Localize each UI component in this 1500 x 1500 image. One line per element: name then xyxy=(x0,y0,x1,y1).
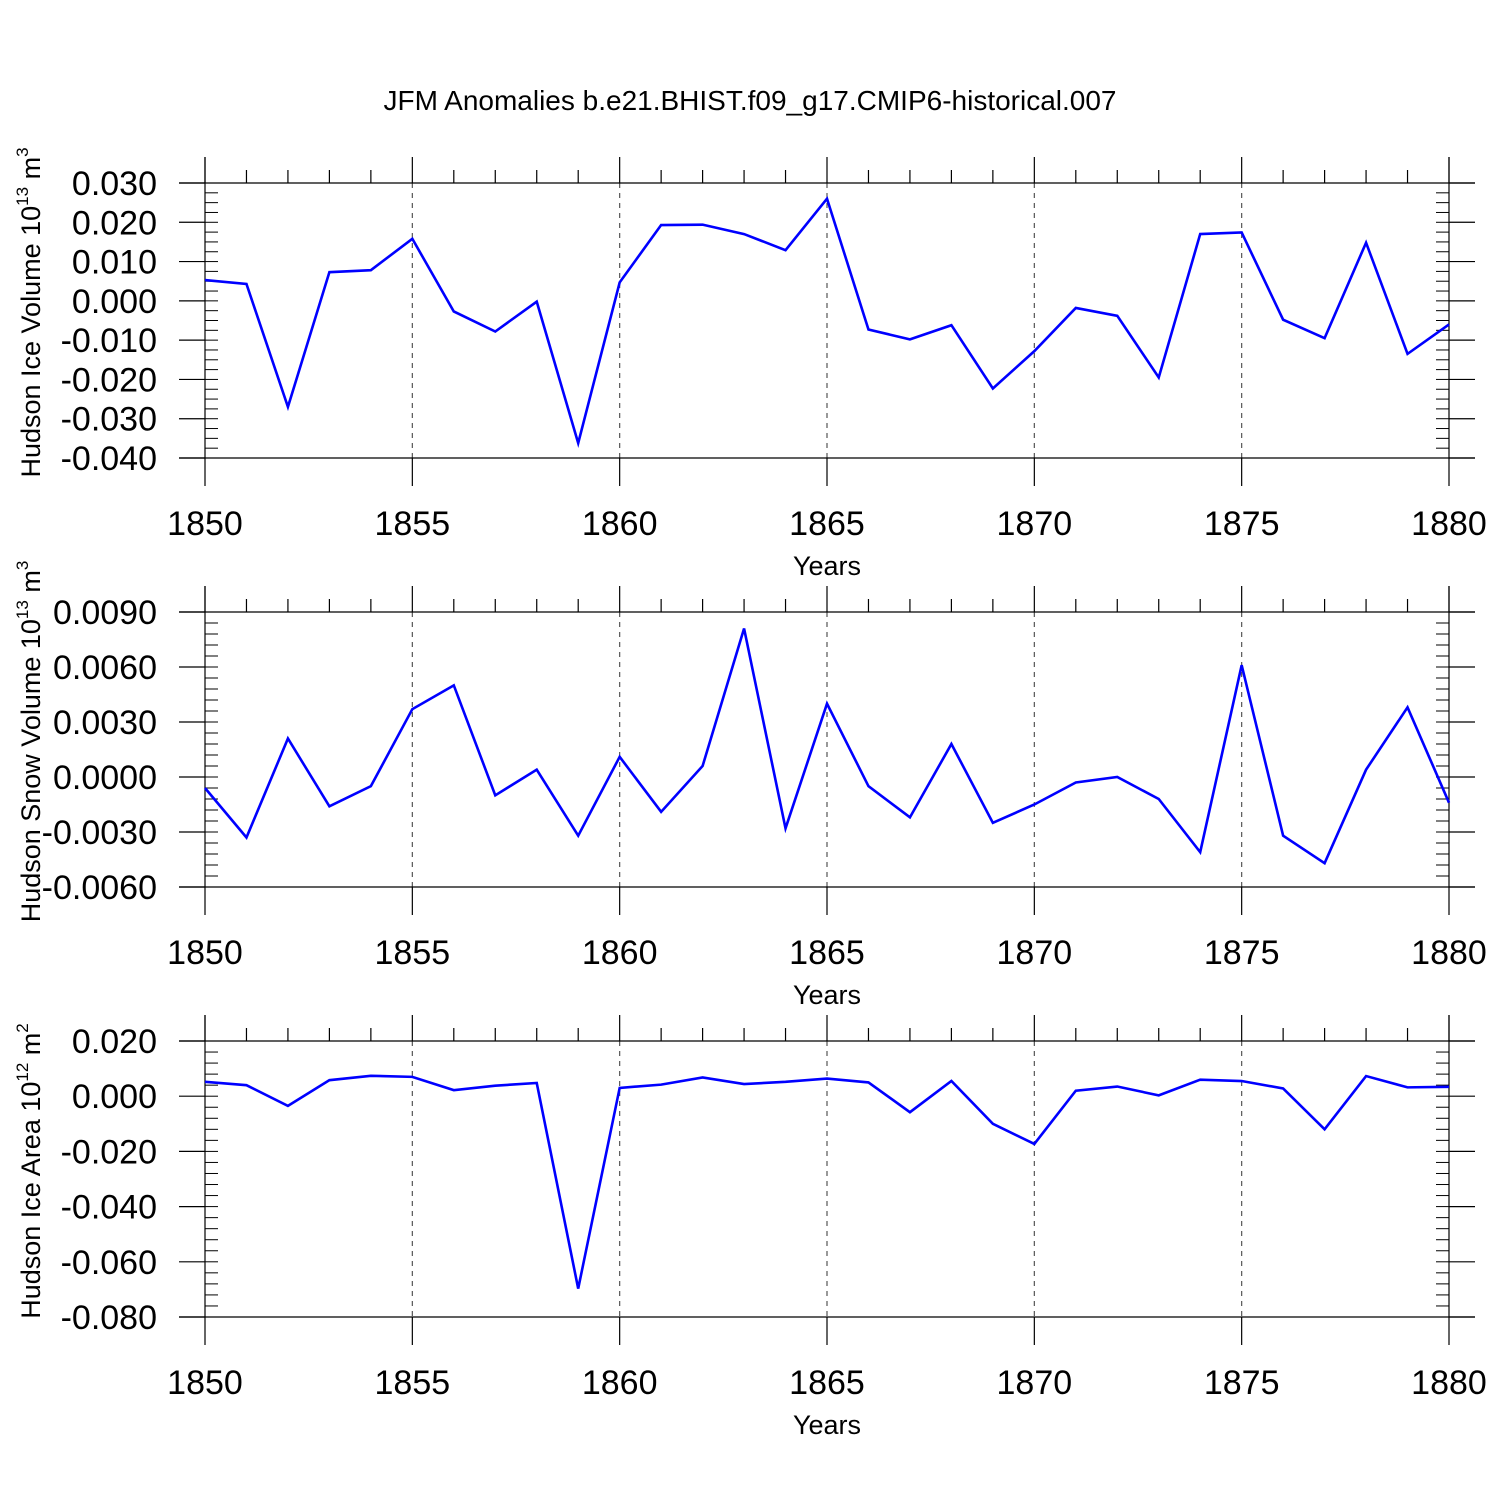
x-tick-label: 1870 xyxy=(997,1364,1073,1402)
y-axis-label-unit-exponent: 2 xyxy=(13,1023,32,1032)
y-axis-label-unit-symbol: m xyxy=(16,570,46,593)
y-tick-label: 0.0090 xyxy=(53,594,157,632)
x-tick-label: 1855 xyxy=(375,934,451,972)
y-tick-label: 0.000 xyxy=(72,1078,157,1116)
y-tick-label: 0.030 xyxy=(72,165,157,203)
y-axis-label-unit xyxy=(16,593,46,601)
x-tick-label: 1880 xyxy=(1411,934,1487,972)
y-axis-label-exponent: 13 xyxy=(13,187,32,206)
x-tick-label: 1850 xyxy=(167,1364,243,1402)
x-axis-label: Years xyxy=(793,551,861,581)
x-tick-label: 1865 xyxy=(789,505,865,543)
series-line xyxy=(204,628,1451,866)
y-tick-label: -0.060 xyxy=(61,1244,157,1282)
y-tick-label: 0.0000 xyxy=(53,759,157,797)
y-axis-label-exponent: 13 xyxy=(13,600,32,619)
x-tick-label: 1850 xyxy=(167,934,243,972)
x-tick-label: 1865 xyxy=(789,1364,865,1402)
y-tick-label: -0.020 xyxy=(61,361,157,399)
y-axis-label-text: Hudson Snow Volume 10 xyxy=(16,619,46,922)
x-tick-label: 1860 xyxy=(582,1364,658,1402)
x-tick-label: 1880 xyxy=(1411,1364,1487,1402)
y-tick-label: -0.030 xyxy=(61,401,157,439)
chart-panel-2: 1850 1855 1860 1865 1870 1875 1880 -0.0060 -0.00… xyxy=(13,561,1487,1010)
x-tick-label: 1880 xyxy=(1411,505,1487,543)
y-tick-label: 0.020 xyxy=(72,1023,157,1061)
y-tick-label: -0.010 xyxy=(61,322,157,360)
y-tick-label: -0.080 xyxy=(61,1299,157,1337)
y-axis-label-unit xyxy=(16,179,46,187)
x-tick-label: 1865 xyxy=(789,934,865,972)
y-tick-label: 0.000 xyxy=(72,283,157,321)
y-tick-label: 0.0030 xyxy=(53,704,157,742)
y-tick-label: -0.040 xyxy=(61,440,157,478)
y-axis-label-text: Hudson Ice Volume 10 xyxy=(16,206,46,478)
figure-title: JFM Anomalies b.e21.BHIST.f09_g17.CMIP6-… xyxy=(383,85,1116,116)
x-tick-label: 1855 xyxy=(375,1364,451,1402)
y-axis-label-unit-exponent: 3 xyxy=(13,561,32,570)
x-tick-label: 1860 xyxy=(582,934,658,972)
chart-panel-3: 1850 1855 1860 1865 1870 1875 1880 -0.080 -0.060… xyxy=(13,1015,1487,1440)
y-tick-label: 0.020 xyxy=(72,204,157,242)
y-axis-label: Hudson Ice Volume 1013 m3 xyxy=(13,147,46,477)
chart-panel-1: 1850 1855 1860 1865 1870 1875 1880 -0.040-0.030… xyxy=(13,147,1487,581)
x-tick-label: 1875 xyxy=(1204,505,1280,543)
x-tick-label: 1870 xyxy=(997,934,1073,972)
x-axis-label: Years xyxy=(793,1410,861,1440)
y-axis-label: Hudson Snow Volume 1013 m3 xyxy=(13,561,46,923)
y-axis-label-unit xyxy=(16,1055,46,1063)
y-axis-label-text: Hudson Ice Area 10 xyxy=(16,1082,46,1319)
y-axis-label-unit-symbol: m xyxy=(16,1033,46,1056)
y-axis-label-unit-exponent: 3 xyxy=(13,147,32,156)
x-tick-label: 1850 xyxy=(167,505,243,543)
x-tick-label: 1860 xyxy=(582,505,658,543)
y-tick-label: -0.0030 xyxy=(42,814,157,852)
x-tick-label: 1855 xyxy=(375,505,451,543)
x-tick-label: 1870 xyxy=(997,505,1073,543)
x-tick-label: 1875 xyxy=(1204,1364,1280,1402)
x-tick-label: 1875 xyxy=(1204,934,1280,972)
y-tick-label: 0.010 xyxy=(72,244,157,282)
y-tick-label: 0.0060 xyxy=(53,649,157,687)
y-tick-label: -0.0060 xyxy=(42,869,157,907)
chart-panels: 1850 1855 1860 1865 1870 1875 1880-0.040-0.030… xyxy=(13,147,1487,1440)
y-axis-label-unit-symbol: m xyxy=(16,157,46,180)
series-line xyxy=(204,1074,1450,1289)
y-tick-label: -0.040 xyxy=(61,1189,157,1227)
y-axis-label: Hudson Ice Area 1012 m2 xyxy=(13,1023,46,1319)
x-axis-label: Years xyxy=(793,980,861,1010)
y-axis-label-exponent: 12 xyxy=(13,1063,32,1082)
series-line xyxy=(204,196,1450,448)
y-tick-label: -0.020 xyxy=(61,1133,157,1171)
